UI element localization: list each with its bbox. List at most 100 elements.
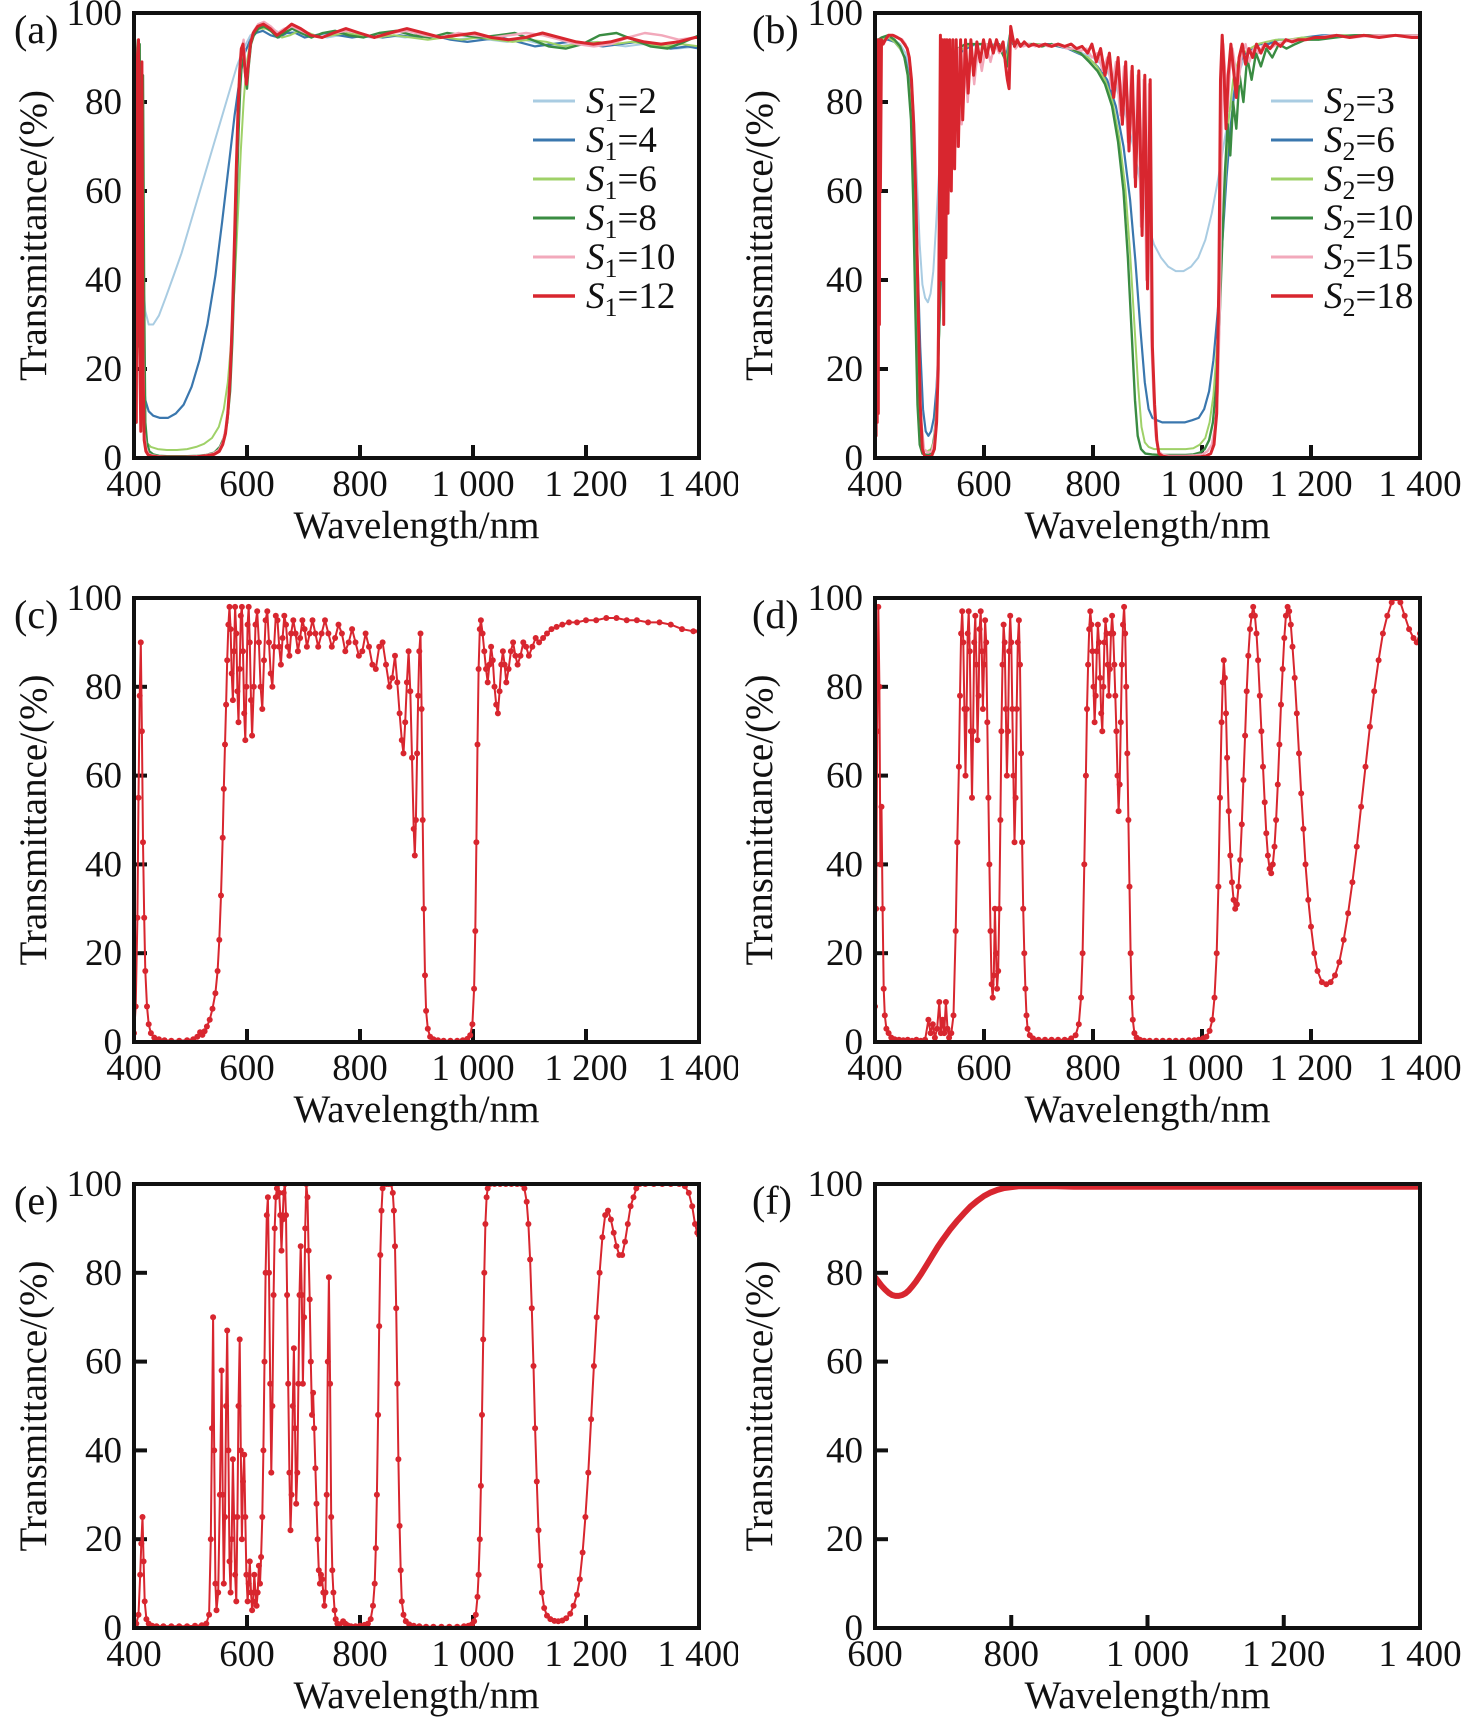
legend-label: S1=10 [586,237,675,283]
y-tick-label: 40 [826,1430,863,1471]
y-tick-label: 20 [85,1519,122,1560]
panel-c-chart: (c) 400 600 800 1 000 1 200 1 400 0 20 40 60 80 100 W… [12,578,738,1131]
y-tick-label: 60 [85,1342,122,1383]
series-transmittance [134,1184,699,1628]
x-tick-label: 800 [984,1634,1040,1675]
y-tick-label: 40 [85,260,122,301]
legend-label: S2=3 [1324,81,1395,127]
plot-area [134,20,699,458]
x-tick-label: 400 [847,1048,903,1089]
y-tick-label: 100 [808,578,864,619]
legend-label: S2=9 [1324,159,1395,205]
y-tick-label: 0 [104,1022,123,1063]
y-tick-label: 100 [808,0,864,34]
panel-f: (f) 600 800 1 000 1 200 1 400 0 20 40 60 80 100 Wave… [738,1135,1476,1726]
y-tick-label: 0 [845,438,864,479]
y-axis-title: Transmittance/(%) [738,90,781,381]
legend-label: S2=6 [1324,120,1395,166]
y-tick-label: 0 [845,1608,864,1649]
series-transmittance [875,1184,1420,1299]
series-points [134,1184,699,1628]
x-tick-label: 400 [106,464,162,505]
legend-label: S1=2 [586,81,657,127]
x-axis-title: Wavelength/nm [294,1674,540,1717]
y-tick-label: 40 [826,844,863,885]
x-tick-label: 400 [847,464,903,505]
panel-letter: (e) [14,1178,58,1223]
y-tick-label: 60 [85,171,122,212]
legend-label: S2=18 [1324,276,1413,322]
panel-e-chart: (e) 400 600 800 1 000 1 200 1 400 0 20 40 60 80 100 W… [12,1164,738,1717]
panel-letter: (c) [14,592,58,637]
legend-label: S1=4 [586,120,657,166]
x-tick-label: 1 000 [1106,1634,1189,1675]
y-tick-label: 100 [808,1164,864,1205]
y-tick-label: 80 [85,82,122,123]
panel-letter: (a) [14,7,58,52]
x-axis-title: Wavelength/nm [1025,1088,1271,1131]
y-tick-label: 20 [826,1519,863,1560]
y-axis-title: Transmittance/(%) [12,1261,55,1552]
x-tick-label: 1 400 [1378,1634,1461,1675]
x-tick-label: 600 [219,464,275,505]
y-tick-label: 20 [85,933,122,974]
plot-frame [873,596,1422,1044]
y-tick-label: 80 [826,667,863,708]
x-tick-label: 1 400 [657,1048,738,1089]
x-tick-label: 600 [847,1634,903,1675]
panel-b-chart: (b) 400 600 800 1 000 1 200 1 400 0 20 40 60 80 100 W… [738,0,1462,547]
x-axis-title: Wavelength/nm [294,1088,540,1131]
y-tick-label: 80 [85,667,122,708]
y-tick-label: 20 [826,933,863,974]
x-tick-label: 1 200 [1269,464,1352,505]
x-tick-label: 1 000 [1160,464,1243,505]
panel-letter: (b) [752,7,799,52]
plot-frame [132,1182,701,1630]
x-tick-label: 600 [219,1634,275,1675]
plot-frame [132,596,701,1044]
series-transmittance [875,598,1420,1042]
y-tick-label: 20 [826,349,863,390]
y-tick-label: 0 [104,1608,123,1649]
x-tick-label: 1 000 [1160,1048,1243,1089]
y-axis-title: Transmittance/(%) [12,675,55,966]
legend-label: S1=8 [586,198,657,244]
x-tick-label: 800 [332,464,388,505]
x-tick-label: 1 200 [1269,1048,1352,1089]
plot-area [875,598,1420,1042]
y-tick-label: 80 [826,1253,863,1294]
x-tick-label: 1 200 [1242,1634,1325,1675]
panel-d: (d) 400 600 800 1 000 1 200 1 400 0 20 40 60 80 100 W… [738,550,1476,1135]
legend-label: S1=12 [586,276,675,322]
panel-c: (c) 400 600 800 1 000 1 200 1 400 0 20 40 60 80 100 W… [0,550,738,1135]
x-tick-label: 800 [332,1048,388,1089]
plot-frame [132,11,701,460]
x-tick-label: 1 400 [657,464,738,505]
legend-label: S2=10 [1324,198,1413,244]
y-tick-label: 20 [85,349,122,390]
y-tick-label: 100 [67,0,123,34]
panel-letter: (d) [752,592,799,637]
y-axis-title: Transmittance/(%) [12,90,55,381]
y-tick-label: 80 [826,82,863,123]
y-tick-label: 60 [826,1342,863,1383]
x-axis-title: Wavelength/nm [1025,504,1271,547]
x-tick-label: 800 [1065,1048,1121,1089]
panel-letter: (f) [752,1178,792,1223]
x-tick-label: 1 400 [1378,1048,1461,1089]
x-tick-label: 400 [106,1048,162,1089]
panel-d-chart: (d) 400 600 800 1 000 1 200 1 400 0 20 40 60 80 100 W… [738,578,1462,1131]
plot-area [134,603,699,1042]
y-axis-title: Transmittance/(%) [738,1261,781,1552]
plot-area [134,1184,699,1628]
plot-frame [873,11,1422,460]
plot-area [875,1184,1420,1299]
series-points [134,603,699,1042]
x-tick-label: 800 [1065,464,1121,505]
series-s1-12 [134,22,699,458]
y-axis-title: Transmittance/(%) [738,675,781,966]
x-tick-label: 600 [956,464,1012,505]
x-tick-label: 1 000 [431,1048,514,1089]
